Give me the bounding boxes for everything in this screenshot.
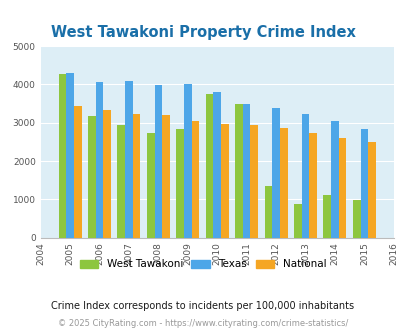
Bar — [132, 114, 140, 238]
Bar — [330, 121, 338, 238]
Bar — [154, 85, 162, 238]
Text: West Tawakoni Property Crime Index: West Tawakoni Property Crime Index — [51, 25, 354, 41]
Bar — [234, 104, 242, 238]
Bar — [213, 92, 220, 238]
Bar — [183, 84, 191, 238]
Bar — [323, 195, 330, 238]
Bar — [58, 74, 66, 238]
Bar — [103, 110, 111, 238]
Bar — [88, 116, 96, 238]
Bar — [264, 186, 272, 238]
Text: © 2025 CityRating.com - https://www.cityrating.com/crime-statistics/: © 2025 CityRating.com - https://www.city… — [58, 319, 347, 328]
Bar — [338, 138, 345, 238]
Bar — [205, 94, 213, 238]
Bar — [301, 114, 309, 238]
Bar — [220, 124, 228, 238]
Bar — [176, 129, 183, 238]
Bar — [360, 129, 367, 238]
Legend: West Tawakoni, Texas, National: West Tawakoni, Texas, National — [75, 255, 330, 274]
Bar — [242, 104, 250, 238]
Bar — [162, 115, 169, 238]
Bar — [147, 133, 154, 238]
Bar — [250, 125, 258, 238]
Bar — [293, 204, 301, 238]
Bar — [96, 82, 103, 238]
Text: Crime Index corresponds to incidents per 100,000 inhabitants: Crime Index corresponds to incidents per… — [51, 301, 354, 311]
Bar — [352, 200, 360, 238]
Bar — [117, 125, 125, 238]
Bar — [66, 73, 74, 238]
Bar — [191, 121, 199, 238]
Bar — [367, 143, 375, 238]
Bar — [74, 106, 81, 238]
Bar — [309, 133, 316, 238]
Bar — [125, 81, 132, 238]
Bar — [272, 108, 279, 238]
Bar — [279, 128, 287, 238]
